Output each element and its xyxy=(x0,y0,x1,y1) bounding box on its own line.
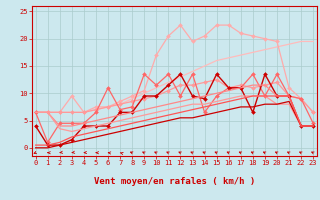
X-axis label: Vent moyen/en rafales ( km/h ): Vent moyen/en rafales ( km/h ) xyxy=(94,177,255,186)
